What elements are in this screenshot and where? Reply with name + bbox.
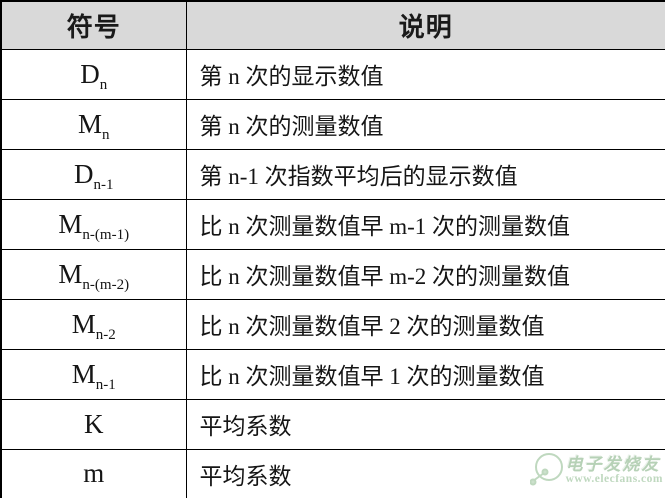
symbol-cell: Mn-(m-1) [0, 198, 187, 250]
symbol-base: M [71, 358, 96, 389]
symbol-base: M [58, 258, 83, 289]
symbol-cell: Mn [0, 98, 187, 150]
symbol-subscript: n [102, 126, 110, 143]
description-cell: 比 n 次测量数值早 m-1 次的测量数值 [185, 198, 665, 250]
symbol-base: M [58, 208, 83, 239]
description-cell: 比 n 次测量数值早 1 次的测量数值 [185, 348, 665, 400]
table-row: Dn 第 n 次的显示数值 [0, 48, 665, 100]
table-row: Mn-1 比 n 次测量数值早 1 次的测量数值 [0, 348, 665, 400]
symbol-cell: Dn [0, 48, 187, 100]
symbol-base: K [84, 408, 104, 439]
symbol-base: M [77, 108, 102, 139]
description-cell: 第 n 次的测量数值 [185, 98, 665, 150]
symbol-base: D [80, 58, 100, 89]
table-row: Dn-1 第 n-1 次指数平均后的显示数值 [0, 148, 665, 200]
description-cell: 第 n-1 次指数平均后的显示数值 [185, 148, 665, 200]
symbol-subscript: n-(m-2) [82, 276, 130, 293]
table-row: Mn-(m-1) 比 n 次测量数值早 m-1 次的测量数值 [0, 198, 665, 250]
symbol-base: M [71, 308, 96, 339]
header-cell-description: 说明 [185, 0, 665, 50]
table-row: Mn 第 n 次的测量数值 [0, 98, 665, 150]
table-header: 符号 说明 [0, 0, 665, 50]
table-body: Dn 第 n 次的显示数值 Mn 第 n 次的测量数值 Dn-1 第 n-1 次指数平均后… [0, 48, 665, 498]
symbol-cell: m [0, 448, 187, 498]
symbol-subscript: n [99, 76, 108, 93]
description-cell: 比 n 次测量数值早 2 次的测量数值 [185, 298, 665, 350]
symbol-cell: K [0, 398, 187, 450]
symbol-cell: Mn-1 [0, 348, 187, 400]
table-row: K 平均系数 [0, 398, 665, 450]
symbol-subscript: n-1 [95, 376, 116, 393]
symbol-cell: Dn-1 [0, 148, 187, 200]
header-cell-symbol: 符号 [0, 0, 187, 50]
symbol-base: m [83, 458, 105, 489]
symbol-subscript: n-(m-1) [82, 226, 130, 243]
header-row: 符号 说明 [0, 0, 665, 50]
symbol-base: D [74, 158, 94, 189]
symbol-subscript: n-2 [95, 326, 116, 343]
table-row: m 平均系数 [0, 448, 665, 498]
symbol-subscript: n-1 [93, 176, 114, 193]
description-cell: 比 n 次测量数值早 m-2 次的测量数值 [185, 248, 665, 300]
description-cell: 平均系数 [185, 448, 665, 498]
table-row: Mn-2 比 n 次测量数值早 2 次的测量数值 [0, 298, 665, 350]
table-row: Mn-(m-2) 比 n 次测量数值早 m-2 次的测量数值 [0, 248, 665, 300]
symbol-cell: Mn-2 [0, 298, 187, 350]
description-cell: 第 n 次的显示数值 [185, 48, 665, 100]
symbol-cell: Mn-(m-2) [0, 248, 187, 300]
description-cell: 平均系数 [185, 398, 665, 450]
